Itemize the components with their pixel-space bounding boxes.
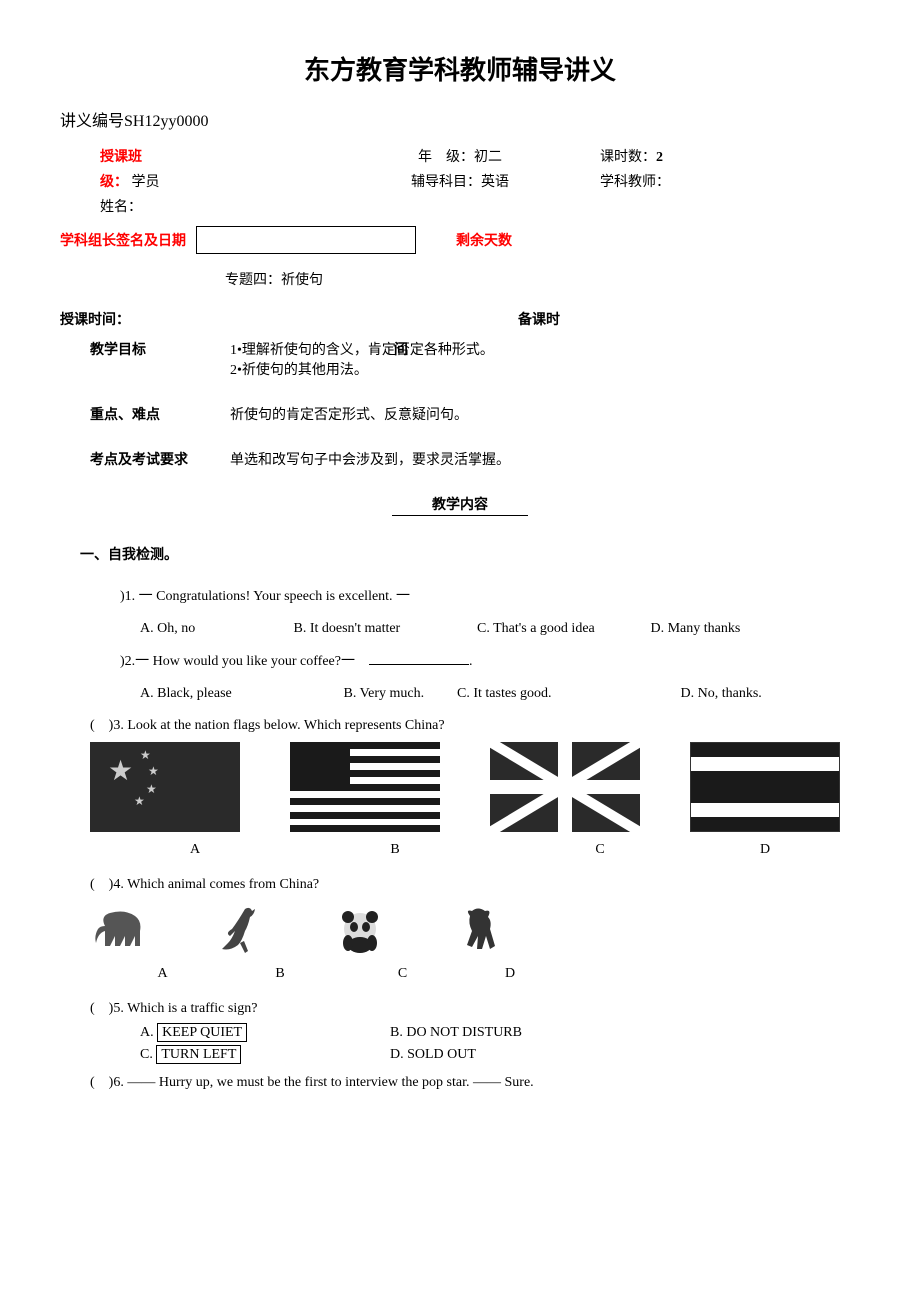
q3-label-b: B	[240, 842, 440, 858]
doc-number: 讲义编号SH12yy0000	[60, 107, 860, 131]
animal-bull	[450, 901, 510, 956]
q5-a: KEEP QUIET	[157, 1023, 247, 1042]
q5-a-prefix: A.	[140, 1025, 157, 1040]
student-name-label: 姓名：	[100, 200, 142, 215]
q4-labels: A B C D	[90, 966, 860, 982]
days-label: 剩余天数	[456, 230, 512, 250]
flag-uk	[490, 742, 640, 832]
grade-label: 年 级：	[418, 150, 474, 165]
q2-blank[interactable]	[369, 651, 469, 665]
q5-options: A. KEEP QUIET B. DO NOT DISTURB C. TURN …	[140, 1025, 860, 1063]
q5-c-prefix: C.	[140, 1047, 156, 1062]
header-row-1: 授课班 年 级：初二 课时数：2	[60, 146, 860, 166]
q5: ( )5. Which is a traffic sign?	[90, 997, 860, 1017]
exam-content: 单选和改写句子中会涉及到，要求灵活掌握。	[230, 449, 610, 469]
student-label: 学员	[132, 175, 160, 190]
q1-a: A. Oh, no	[140, 621, 290, 637]
teacher-label: 学科教师：	[600, 175, 670, 190]
animal-kangaroo	[210, 901, 270, 956]
q2-a: A. Black, please	[140, 686, 340, 702]
q3-label-d: D	[640, 842, 790, 858]
hours-label: 课时数：	[600, 150, 656, 165]
class-label2: 级：	[100, 175, 128, 190]
flags-row: ★ ★ ★ ★ ★	[90, 742, 860, 832]
hours-value: 2	[656, 150, 663, 165]
q1: )1. 一 Congratulations! Your speech is ex…	[120, 584, 860, 609]
subject-label: 辅导科目：	[411, 175, 481, 190]
q2-b: B. Very much.	[344, 686, 454, 702]
prep-time-label: 备课时	[518, 313, 560, 328]
exam-row: 考点及考试要求 单选和改写句子中会涉及到，要求灵活掌握。	[60, 449, 860, 469]
q3-label-a: A	[90, 842, 240, 858]
time-row: 授课时间： 备课时	[60, 309, 860, 329]
flag-china: ★ ★ ★ ★ ★	[90, 742, 240, 832]
q5-c: TURN LEFT	[156, 1045, 241, 1064]
goals-label: 教学目标	[60, 339, 230, 379]
q1-c: C. That's a good idea	[477, 621, 647, 637]
q4-label-a: A	[90, 966, 210, 982]
q1-b: B. It doesn't matter	[294, 621, 474, 637]
q2-options: A. Black, please B. Very much. C. It tas…	[140, 686, 860, 702]
goals-line2: 2•祈使句的其他用法。	[230, 359, 610, 379]
section-1-heading: 一、自我检测。	[80, 544, 860, 564]
points-label: 重点、难点	[60, 404, 230, 424]
class-label: 授课班	[100, 150, 142, 165]
q4-label-d: D	[450, 966, 550, 982]
q3: ( )3. Look at the nation flags below. Wh…	[90, 714, 860, 734]
sign-box[interactable]	[196, 226, 416, 254]
animal-elephant	[90, 901, 150, 956]
q4: ( )4. Which animal comes from China?	[90, 873, 860, 893]
header-row-2: 级： 学员 辅导科目：英语 学科教师：	[60, 171, 860, 191]
subject-value: 英语	[481, 175, 509, 190]
q1-d: D. Many thanks	[651, 621, 741, 637]
q3-labels: A B C D	[90, 842, 860, 858]
exam-label: 考点及考试要求	[60, 449, 230, 469]
q2: )2.一 How would you like your coffee?一 .	[120, 649, 860, 674]
q2-d: D. No, thanks.	[681, 686, 762, 702]
teach-time-label: 授课时间：	[60, 313, 130, 328]
page-title: 东方教育学科教师辅导讲义	[60, 50, 860, 87]
sign-row: 学科组长签名及日期 剩余天数	[60, 226, 860, 254]
points-row: 重点、难点 祈使句的肯定否定形式、反意疑问句。	[60, 404, 860, 424]
content-title: 教学内容	[60, 494, 860, 514]
q5-d: D. SOLD OUT	[390, 1047, 476, 1063]
prep-time2: 间	[394, 343, 408, 358]
grade-value: 初二	[474, 150, 502, 165]
q4-label-c: C	[330, 966, 450, 982]
q6: ( )6. —— Hurry up, we must be the first …	[90, 1071, 860, 1091]
q1-options: A. Oh, no B. It doesn't matter C. That's…	[140, 621, 860, 637]
q2-c: C. It tastes good.	[457, 686, 677, 702]
q3-label-c: C	[440, 842, 640, 858]
flag-usa	[290, 742, 440, 832]
points-content: 祈使句的肯定否定形式、反意疑问句。	[230, 404, 610, 424]
topic: 专题四：祈使句	[225, 269, 860, 289]
animals-row	[90, 901, 860, 956]
goals-row: 教学目标 1•理解祈使句的含义，肯定否定各种形式。间 2•祈使句的其他用法。	[60, 339, 860, 379]
flag-thailand	[690, 742, 840, 832]
goals-line1: 1•理解祈使句的含义，肯定否定各种形式。间	[230, 339, 610, 359]
sign-label: 学科组长签名及日期	[60, 230, 186, 250]
header-row-3: 姓名：	[60, 196, 860, 216]
q5-b: B. DO NOT DISTURB	[390, 1025, 522, 1041]
q4-label-b: B	[210, 966, 330, 982]
animal-panda	[330, 901, 390, 956]
